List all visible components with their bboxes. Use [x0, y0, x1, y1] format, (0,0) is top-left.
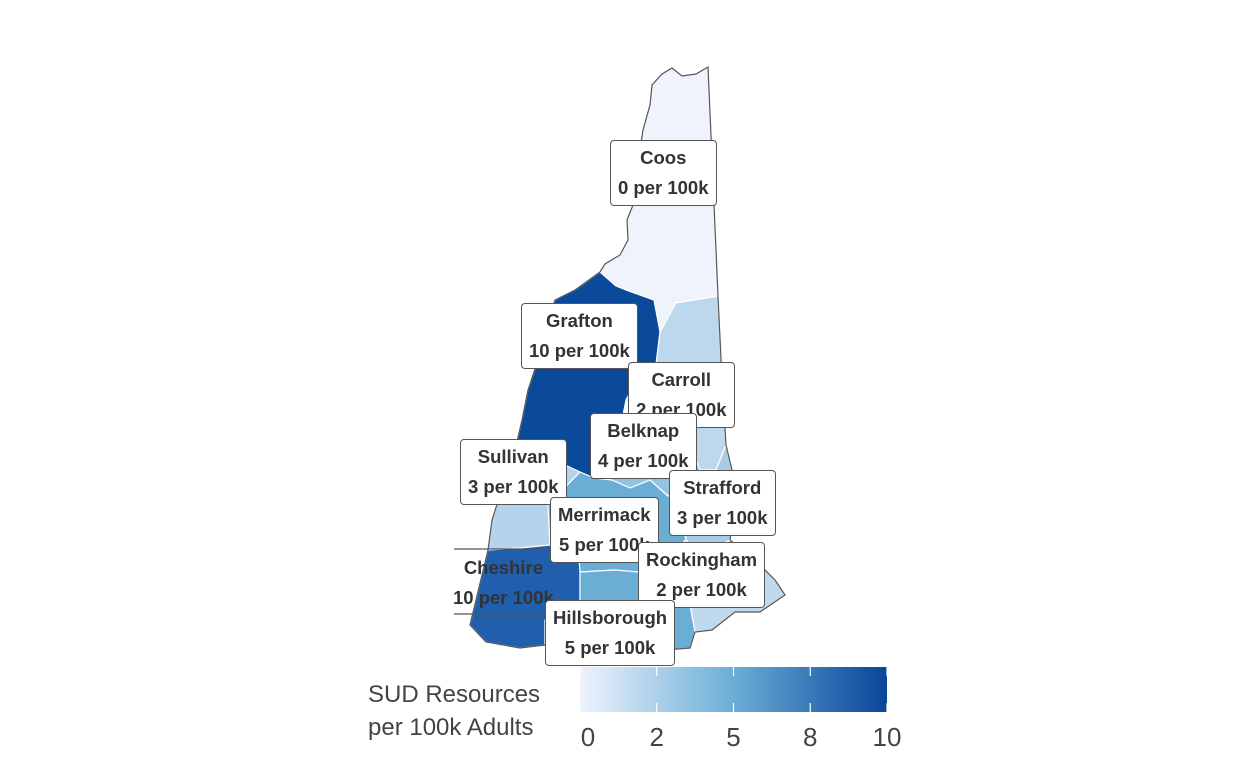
label-merrimack-value: 5 per 100k — [559, 534, 650, 555]
label-hillsborough-value: 5 per 100k — [564, 637, 656, 658]
legend-tick-label: 2 — [649, 722, 664, 752]
label-belknap-value: 4 per 100k — [598, 450, 689, 471]
label-merrimack: Merrimack 5 per 100k — [550, 497, 659, 563]
legend-tick-label: 0 — [580, 722, 596, 752]
label-coos-value: 0 per 100k — [618, 177, 709, 198]
label-grafton-value: 10 per 100k — [529, 340, 630, 361]
label-sullivan: Sullivan 3 per 100k — [460, 439, 567, 505]
label-coos: Coos 0 per 100k — [610, 140, 717, 206]
label-rockingham-name: Rockingham — [646, 549, 758, 570]
legend-tick-label: 10 — [872, 722, 902, 752]
label-hillsborough: Hillsborough 5 per 100k — [545, 600, 676, 666]
legend-title-line2: per 100k Adults — [368, 714, 534, 741]
label-coos-name: Coos — [640, 147, 687, 168]
label-strafford-name: Strafford — [683, 477, 762, 498]
label-grafton: Grafton 10 per 100k — [521, 303, 638, 369]
label-strafford: Strafford 3 per 100k — [669, 470, 776, 536]
legend-tick-label: 8 — [803, 722, 818, 752]
label-hillsborough-name: Hillsborough — [553, 607, 668, 628]
label-strafford-value: 3 per 100k — [677, 507, 768, 528]
label-rockingham-value: 2 per 100k — [656, 579, 747, 600]
label-carroll-name: Carroll — [651, 369, 712, 390]
legend-title-line1: SUD Resources — [368, 681, 541, 708]
label-grafton-name: Grafton — [546, 310, 613, 331]
label-rockingham: Rockingham 2 per 100k — [638, 542, 766, 608]
label-belknap-name: Belknap — [607, 420, 680, 441]
label-sullivan-name: Sullivan — [477, 446, 549, 467]
label-belknap: Belknap 4 per 100k — [590, 413, 697, 479]
legend-tickmarks — [579, 667, 888, 712]
legend-tick-label: 5 — [726, 722, 741, 752]
legend-title: SUD Resources per 100k Adults — [368, 678, 540, 744]
label-sullivan-value: 3 per 100k — [468, 476, 559, 497]
label-cheshire-value: 10 per 100k — [453, 587, 554, 608]
label-merrimack-name: Merrimack — [558, 504, 651, 525]
label-cheshire-name: Cheshire — [463, 557, 543, 578]
label-cheshire: Cheshire 10 per 100k — [445, 550, 562, 616]
